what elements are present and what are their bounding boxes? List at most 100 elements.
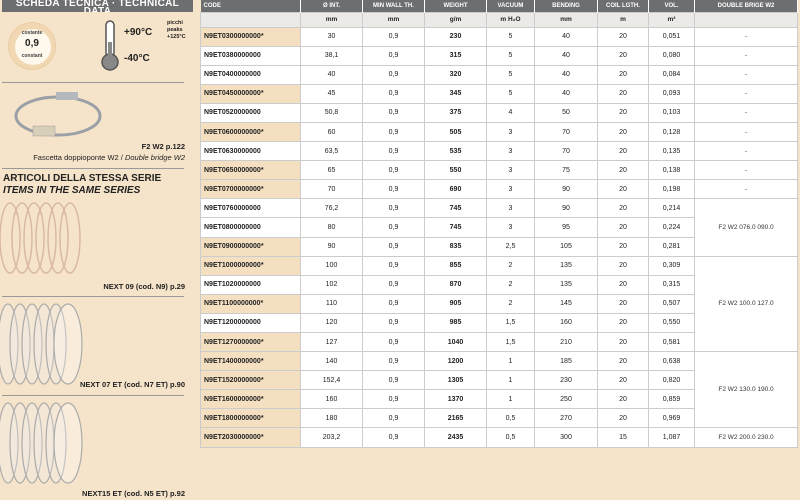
data-cell: 110 — [300, 293, 363, 314]
data-cell: 4 — [486, 102, 535, 123]
data-cell: 20 — [597, 274, 649, 295]
product-code: N9ET0900000000* — [200, 236, 301, 257]
column-header: Ø INT. — [300, 0, 363, 12]
table-row: N9ET0400000000 40 0,9 320 5 40 20 0,084- — [200, 64, 798, 85]
data-cell: 90 — [534, 179, 598, 200]
double-bridge-cell: - — [694, 45, 798, 66]
data-cell: 60 — [300, 121, 363, 143]
product-code: N9ET0760000000 — [200, 198, 301, 219]
table-row: N9ET0900000000* 90 0,9 835 2,5 105 20 0,281 — [200, 236, 798, 257]
data-cell: 0,309 — [648, 255, 695, 276]
data-cell: 0,224 — [648, 217, 695, 238]
data-cell: 550 — [424, 160, 487, 181]
unit-cell: g/m — [424, 11, 487, 28]
data-cell: 855 — [424, 255, 487, 276]
data-cell: 160 — [534, 312, 598, 334]
data-cell: 0,9 — [362, 179, 425, 200]
product-next15[interactable]: NEXT15 ET (cod. N5 ET) p.92 — [82, 489, 185, 498]
data-cell: 5 — [486, 26, 535, 47]
data-cell: 345 — [424, 83, 487, 104]
column-header: VOL. — [648, 0, 695, 12]
wall-value: 0,9 — [25, 38, 39, 49]
product-code: N9ET0380000000 — [200, 45, 301, 66]
data-cell: 20 — [597, 331, 649, 353]
product-code: N9ET1520000000* — [200, 370, 301, 391]
data-cell: 250 — [534, 389, 598, 410]
data-cell: 3 — [486, 198, 535, 219]
data-cell: 0,084 — [648, 64, 695, 85]
table-row: N9ET1800000000* 180 0,9 2165 0,5 270 20 0,969 — [200, 408, 798, 429]
data-cell: 535 — [424, 141, 487, 162]
double-bridge-cell: - — [694, 160, 798, 181]
data-cell: 2435 — [424, 427, 487, 448]
double-bridge-clamp-image — [14, 92, 102, 137]
data-cell: 0,9 — [362, 389, 425, 410]
product-next09[interactable]: NEXT 09 (cod. N9) p.29 — [103, 282, 185, 291]
data-cell: 0,214 — [648, 198, 695, 219]
data-cell: 0,638 — [648, 351, 695, 372]
product-code: N9ET1270000000* — [200, 331, 301, 353]
data-cell: 0,9 — [362, 351, 425, 372]
product-code: N9ET1800000000* — [200, 408, 301, 429]
data-cell: 50,8 — [300, 102, 363, 123]
double-bridge-cell: - — [694, 83, 798, 104]
data-cell: 0,9 — [362, 141, 425, 162]
table-row: N9ET0700000000* 70 0,9 690 3 90 20 0,198- — [200, 179, 798, 200]
column-header: MIN WALL TH. — [362, 0, 425, 12]
table-row: N9ET1000000000* 100 0,9 855 2 135 20 0,309 F2 W2… — [200, 255, 798, 353]
clamp-description: Fascetta doppioponte W2 / Double bridge … — [33, 153, 185, 162]
data-cell: 20 — [597, 255, 649, 276]
data-cell: 0,080 — [648, 45, 695, 66]
data-cell: 20 — [597, 121, 649, 143]
unit-cell: m³ — [648, 11, 695, 28]
double-bridge-cell: - — [694, 64, 798, 85]
product-code: N9ET1200000000 — [200, 312, 301, 334]
product-code: N9ET1400000000* — [200, 351, 301, 372]
product-code: N9ET1100000000* — [200, 293, 301, 314]
double-bridge-cell: - — [694, 179, 798, 200]
data-cell: 40 — [534, 64, 598, 85]
data-cell: 70 — [300, 179, 363, 200]
data-cell: 40 — [534, 45, 598, 66]
data-cell: 1 — [486, 389, 535, 410]
data-cell: 0,9 — [362, 236, 425, 257]
hose-next15-image — [0, 402, 83, 484]
product-code: N9ET0400000000 — [200, 64, 301, 85]
table-row: N9ET1520000000* 152,4 0,9 1305 1 230 20 0,820 — [200, 370, 798, 391]
data-cell: 3 — [486, 179, 535, 200]
data-cell: 0,9 — [362, 26, 425, 47]
data-cell: 0,135 — [648, 141, 695, 162]
data-cell: 0,9 — [362, 83, 425, 104]
data-cell: 40 — [534, 83, 598, 104]
column-header: WEIGHT — [424, 0, 487, 12]
unit-cell: m — [597, 11, 649, 28]
data-cell: 1040 — [424, 331, 487, 353]
product-code: N9ET0520000000 — [200, 102, 301, 123]
clamp-code[interactable]: F2 W2 p.122 — [141, 142, 185, 151]
data-cell: 0,9 — [362, 64, 425, 85]
data-cell: 870 — [424, 274, 487, 295]
double-bridge-cell: - — [694, 141, 798, 162]
data-cell: 745 — [424, 198, 487, 219]
data-cell: 90 — [300, 236, 363, 257]
data-cell: 20 — [597, 141, 649, 162]
data-cell: 905 — [424, 293, 487, 314]
data-cell: 20 — [597, 45, 649, 66]
data-cell: 270 — [534, 408, 598, 429]
data-cell: 5 — [486, 83, 535, 104]
column-header: DOUBLE BRIGE W2 — [694, 0, 798, 12]
data-cell: 180 — [300, 408, 363, 429]
double-bridge-cell: F2 W2 130.0 190.0 — [694, 351, 798, 429]
data-cell: 835 — [424, 236, 487, 257]
table-row: N9ET1400000000* 140 0,9 1200 1 185 20 0,638 F2 W… — [200, 351, 798, 429]
data-cell: 20 — [597, 198, 649, 219]
data-cell: 0,9 — [362, 160, 425, 181]
product-code: N9ET0450000000* — [200, 83, 301, 104]
data-cell: 152,4 — [300, 370, 363, 391]
double-bridge-cell: - — [694, 121, 798, 143]
data-cell: 76,2 — [300, 198, 363, 219]
data-cell: 0,093 — [648, 83, 695, 104]
table-row: N9ET0800000000 80 0,9 745 3 95 20 0,224 — [200, 217, 798, 238]
data-cell: 140 — [300, 351, 363, 372]
product-next07[interactable]: NEXT 07 ET (cod. N7 ET) p.90 — [79, 380, 185, 389]
